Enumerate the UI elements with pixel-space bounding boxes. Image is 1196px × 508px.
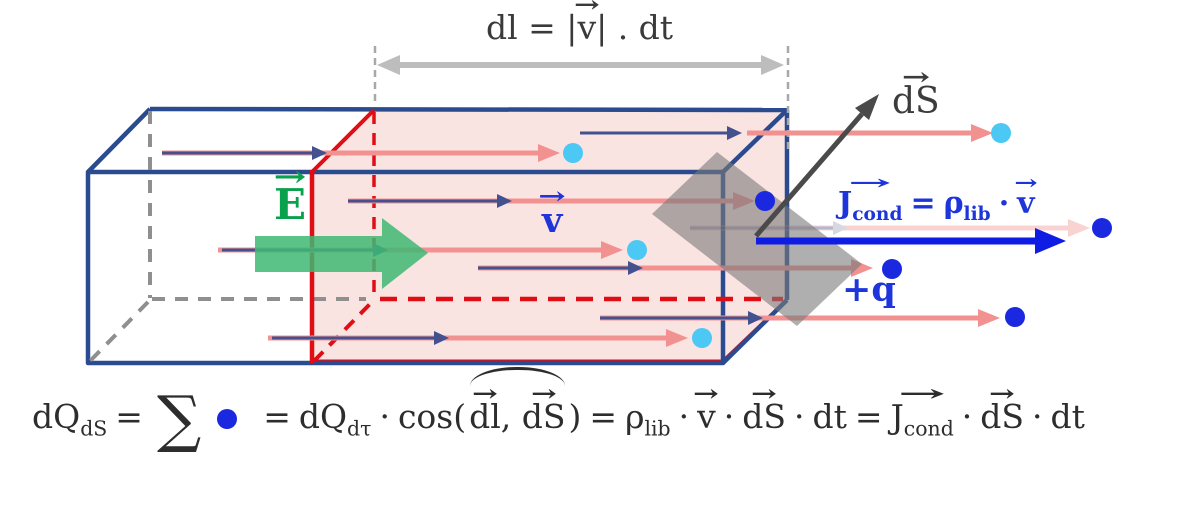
box-hidden-edges	[88, 111, 366, 363]
dl-vector-symbol: dl	[469, 398, 501, 435]
ds-vector-symbol: dS	[742, 398, 786, 435]
comma: ,	[500, 397, 512, 436]
dl-measure-prefix: dl = |	[486, 8, 578, 47]
box-top-left-edge	[86, 107, 152, 174]
velocity-arrowhead	[538, 144, 560, 162]
equals-sign: =	[910, 186, 936, 221]
velocity-arrowhead	[666, 329, 688, 347]
dq-dtau-term: dQdτ	[298, 397, 372, 441]
box-top-right-edge	[721, 108, 789, 174]
drift-arrowhead	[497, 194, 512, 208]
e-vector-symbol: E	[274, 181, 306, 228]
current-density-arrow	[756, 228, 1066, 254]
current-density-label: Jcond=ρlib·v	[838, 186, 1035, 225]
ds-vector-symbol: dS	[892, 82, 940, 122]
j-cond-vector-symbol: Jcond	[891, 398, 954, 438]
ds-arrow-shaft	[754, 112, 864, 238]
section-bottom-edge	[312, 301, 373, 363]
drift-arrowhead	[748, 311, 763, 325]
j-cond-vector-symbol: Jcond	[838, 187, 902, 224]
positive-charge-dot	[1005, 307, 1025, 327]
cos-open: cos(	[397, 397, 467, 436]
dot-operator: ·	[961, 397, 973, 436]
equals-sign: =	[263, 397, 291, 436]
drift-arrowhead	[628, 261, 643, 275]
ds-normal-arrow	[754, 94, 879, 238]
cos-close: )	[568, 397, 582, 436]
velocity-label: v	[542, 201, 562, 241]
charge-dot-symbol	[217, 409, 238, 429]
ds-vector-symbol: dS	[980, 398, 1024, 435]
dt-term: dt	[812, 397, 847, 436]
velocity-arrowhead	[971, 124, 993, 142]
dl-arrowhead-left	[377, 55, 400, 75]
dot-operator: ·	[998, 186, 1010, 221]
positive-charge-dot	[882, 259, 902, 279]
v-vector-symbol: v	[697, 398, 716, 435]
box-top-back-edge	[149, 106, 788, 113]
ds-vector-symbol: dS	[522, 398, 566, 435]
dot-operator: ·	[1032, 397, 1043, 436]
velocity-arrowhead	[978, 309, 1000, 327]
drift-arrowhead	[434, 331, 449, 345]
positive-charge-dot	[1092, 218, 1112, 238]
box-bottom-right-edge	[721, 298, 789, 365]
v-vector-symbol: v	[577, 9, 596, 46]
dot-operator: ·	[794, 397, 805, 436]
e-field-arrow	[255, 218, 428, 289]
ds-arrowhead	[855, 94, 879, 120]
electron-dot	[692, 328, 712, 348]
rho-lib-term: ρlib	[625, 397, 671, 441]
j-arrowhead	[1035, 228, 1066, 254]
drift-arrowhead	[312, 146, 327, 160]
dl-measure-suffix: | . dt	[596, 8, 674, 47]
dot-operator: ·	[723, 397, 735, 436]
dot-operator: ·	[678, 397, 690, 436]
ds-label: dS	[892, 82, 940, 122]
angle-hat-group: dl, dS	[466, 366, 568, 436]
equals-sign: =	[854, 397, 883, 436]
electron-dot	[563, 143, 583, 163]
equals-sign: =	[589, 397, 618, 436]
velocity-arrowhead	[1068, 219, 1090, 237]
dl-arrowhead-right	[761, 55, 784, 75]
electron-dot	[627, 240, 647, 260]
v-vector-symbol: v	[542, 201, 562, 241]
electron-dot	[991, 123, 1011, 143]
equals-sign: =	[115, 397, 143, 436]
positive-charge-label: +q	[842, 269, 896, 310]
dq-ds-term: dQdS	[32, 397, 108, 441]
section-top-edge	[309, 108, 376, 175]
velocity-arrowhead	[601, 241, 623, 259]
dot-operator: ·	[379, 397, 390, 436]
rho-lib-symbol: ρlib	[943, 186, 991, 225]
e-field-label: E	[274, 181, 306, 228]
drift-arrowhead	[833, 221, 848, 235]
dt-term: dt	[1050, 397, 1085, 436]
drift-arrowhead	[727, 126, 742, 140]
charge-flux-formula: dQdS=∑=dQdτ·cos(dl, dS)=ρlib·v·dS·dt=Jco…	[32, 366, 1085, 450]
v-vector-symbol: v	[1017, 187, 1034, 220]
sum-symbol: ∑	[156, 382, 202, 455]
box-bottom-left-hidden-edge	[88, 300, 150, 363]
charge-dots	[563, 123, 1112, 348]
positive-charge-dot	[755, 191, 775, 211]
dl-measure-label: dl = |v| . dt	[486, 8, 674, 47]
